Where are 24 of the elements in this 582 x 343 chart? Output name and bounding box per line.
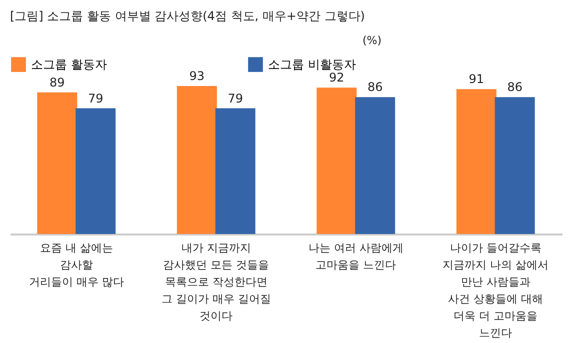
- text: (%): [362, 34, 382, 47]
- legend-label: 소그룹 활동자: [31, 58, 107, 72]
- bar: [456, 89, 496, 234]
- bar: [76, 108, 116, 234]
- legend-label: 소그룹 비활동자: [268, 58, 356, 72]
- data-label: 79: [228, 91, 243, 106]
- data-label: 86: [367, 80, 383, 94]
- data-label: 92: [329, 70, 344, 85]
- data-label: 89: [50, 75, 65, 90]
- data-label: 86: [507, 80, 522, 94]
- x-tick-label: 나는 여러 사람에게 고마움을 느낀다: [308, 242, 404, 272]
- x-tick-label: 나이가 들어갈수록 지금까지 나의 삶에서 만난 사람들과 사건 상황들에 대해 더욱 더 고마움을 느낀다: [442, 242, 549, 340]
- bar: [37, 92, 78, 234]
- data-label: 91: [468, 72, 484, 86]
- bar: [494, 97, 535, 234]
- x-tick-label: 내가 지금까지 감사했던 모든 것들을 목록으로 작성한다면 그 길이가 매우 길어질 것이다: [161, 242, 271, 322]
- x-tick-label: 요즘 내 삶에는 감사할 거리들이 매우 많다: [28, 242, 124, 288]
- bar: [316, 88, 357, 234]
- bar: [176, 86, 217, 234]
- bar: [215, 108, 256, 234]
- data-label: 93: [189, 69, 205, 83]
- data-label: 79: [88, 91, 104, 106]
- bar: [355, 97, 396, 234]
- chart-title: [그림] 소그룹 활동 여부별 감사성향(4점 척도, 매우+약간 그렇다): [10, 9, 365, 23]
